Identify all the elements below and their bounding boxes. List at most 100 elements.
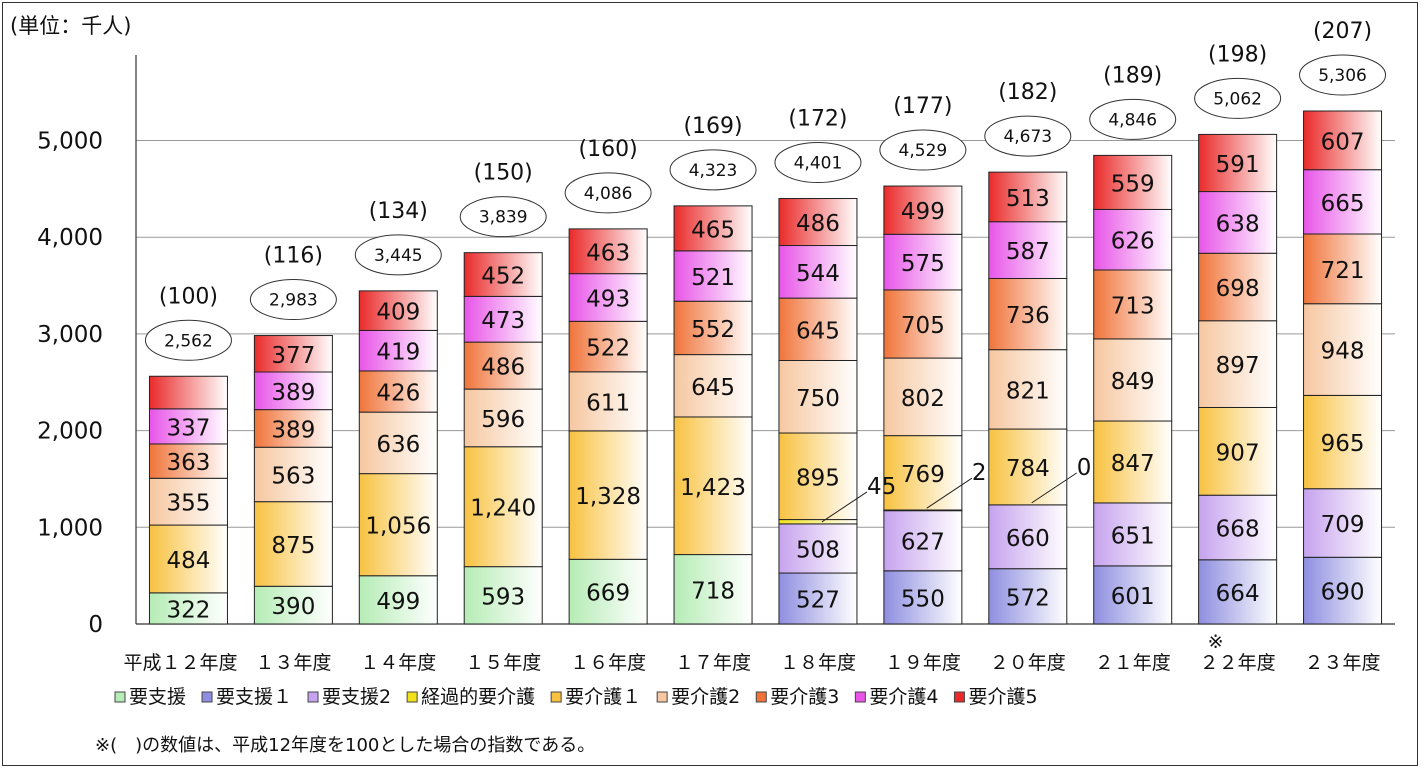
segment-label: 784 xyxy=(1006,456,1050,482)
segment-label: 698 xyxy=(1216,276,1260,302)
legend-swatch xyxy=(755,691,767,703)
segment-label: 322 xyxy=(167,597,211,623)
legend-label: 要支援2 xyxy=(322,686,391,708)
total-bubble xyxy=(1194,77,1282,119)
bar-segment xyxy=(253,446,333,503)
axes: 0 1,000 2,000 3,000 4,000 5,000 平成１２年度 １３年度 １４年度… xyxy=(37,55,1395,674)
bar-segment xyxy=(1198,494,1278,561)
bar-segment xyxy=(1303,233,1383,305)
segment-label: 965 xyxy=(1321,431,1365,457)
segment-label: 499 xyxy=(901,199,945,225)
bar-segment xyxy=(463,295,543,343)
segment-label: 669 xyxy=(586,581,630,607)
bar-segment xyxy=(778,245,858,299)
legend-label: 要支援 xyxy=(129,686,186,708)
legend-swatch xyxy=(114,691,126,703)
segment-label: 690 xyxy=(1321,580,1365,606)
bar-segment xyxy=(463,252,543,297)
bar-segment xyxy=(883,185,963,235)
segment-label: 389 xyxy=(271,380,315,406)
legend-label: 要介護3 xyxy=(770,686,839,708)
x-tick-label: ２２年度 xyxy=(1200,652,1276,674)
bar-segment xyxy=(883,233,963,291)
index-label: (172) xyxy=(788,107,847,132)
segment-label: 591 xyxy=(1216,152,1260,178)
total-bubble xyxy=(564,172,652,214)
segment-label: 499 xyxy=(376,589,420,615)
y-tick-label: 1,000 xyxy=(37,515,103,541)
bar-segment xyxy=(778,523,858,574)
bar-segment xyxy=(1093,420,1173,504)
segment-label: 337 xyxy=(167,415,211,441)
bar-segment xyxy=(358,370,438,413)
bar-segment xyxy=(148,477,228,526)
bar-segment xyxy=(673,300,753,356)
bar-segment xyxy=(1303,556,1383,625)
segment-label: 626 xyxy=(1111,229,1155,255)
bar-segment xyxy=(253,585,333,625)
bar-segment xyxy=(568,558,648,625)
legend-swatch xyxy=(406,691,418,703)
legend-swatch xyxy=(307,691,319,703)
bar-segment xyxy=(148,408,228,445)
gridlines xyxy=(136,140,1395,528)
bar-segment xyxy=(1093,338,1173,422)
segment-label: 897 xyxy=(1216,353,1260,379)
x-tick-label: １６年度 xyxy=(570,652,646,674)
segment-label: 1,240 xyxy=(470,496,536,522)
bar-segment xyxy=(673,416,753,556)
bar-segment xyxy=(148,524,228,594)
total-label: 4,086 xyxy=(584,184,633,204)
total-label: 4,846 xyxy=(1108,110,1157,130)
segment-label: 875 xyxy=(271,533,315,559)
segment-label: 463 xyxy=(586,240,630,266)
unit-label: (単位：千人) xyxy=(10,14,131,38)
legend-label: 要支援１ xyxy=(216,686,292,708)
bar-segment xyxy=(463,446,543,568)
segment-label: 593 xyxy=(481,584,525,610)
segment-label: 389 xyxy=(271,417,315,443)
total-bubble xyxy=(354,234,442,276)
segment-label: 664 xyxy=(1216,581,1260,607)
total-label: 4,529 xyxy=(899,141,948,161)
legend-swatch xyxy=(953,691,965,703)
segment-label: 645 xyxy=(691,375,735,401)
segment-label: 709 xyxy=(1321,512,1365,538)
segment-label: 895 xyxy=(796,465,840,491)
segment-label: 1,423 xyxy=(680,475,746,501)
bar-segment xyxy=(568,371,648,432)
segment-label: 363 xyxy=(167,450,211,476)
small-segment-label: 2 xyxy=(972,460,987,486)
bar-segment xyxy=(778,432,858,521)
bar-segment xyxy=(883,357,963,437)
x-tick-label: ２０年度 xyxy=(990,652,1066,674)
bar-segment xyxy=(988,428,1068,506)
total-bubble xyxy=(1089,98,1177,140)
bar-segment xyxy=(1303,169,1383,235)
segment-label: 513 xyxy=(1006,186,1050,212)
segment-label: 486 xyxy=(796,211,840,237)
bar-segment xyxy=(568,228,648,275)
bar-segment xyxy=(358,329,438,372)
bar-segment xyxy=(1303,303,1383,396)
bar-segment xyxy=(883,435,963,511)
segment-label: 651 xyxy=(1111,523,1155,549)
legend-label: 経過的要介護 xyxy=(421,686,535,708)
segment-label: 521 xyxy=(691,265,735,291)
bar-segment xyxy=(1198,133,1278,193)
bars xyxy=(148,110,1383,625)
total-label: 4,323 xyxy=(689,161,738,181)
legend-label: 要介護１ xyxy=(565,686,641,708)
segment-label: 713 xyxy=(1111,293,1155,319)
segment-label: 522 xyxy=(586,336,630,362)
segment-label: 355 xyxy=(167,491,211,517)
segment-label: 596 xyxy=(481,407,525,433)
y-tick-label: 4,000 xyxy=(37,225,103,251)
bar-segment xyxy=(673,250,753,302)
bar-segment xyxy=(1093,208,1173,271)
x-tick-label: ２３年度 xyxy=(1305,652,1381,674)
index-label: (198) xyxy=(1208,42,1267,67)
x-tick-label: １５年度 xyxy=(465,652,541,674)
segment-label: 668 xyxy=(1216,516,1260,542)
segment-label: 575 xyxy=(901,251,945,277)
